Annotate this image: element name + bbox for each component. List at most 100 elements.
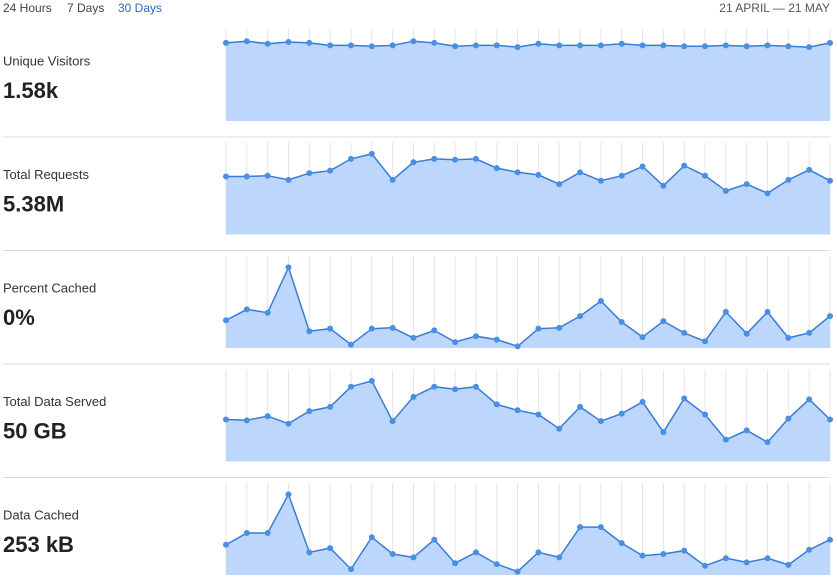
- point: [660, 318, 667, 325]
- point: [452, 339, 459, 346]
- point: [243, 173, 250, 180]
- point: [639, 398, 646, 405]
- point: [264, 413, 271, 420]
- point: [618, 540, 625, 547]
- point: [285, 264, 292, 271]
- point: [639, 163, 646, 170]
- point: [306, 408, 313, 415]
- point: [827, 416, 833, 423]
- point: [660, 551, 667, 557]
- point: [264, 309, 271, 316]
- point: [722, 308, 729, 315]
- point: [452, 560, 459, 567]
- point: [577, 313, 584, 320]
- point: [722, 42, 729, 49]
- point: [660, 182, 667, 189]
- point: [806, 396, 813, 403]
- point: [306, 328, 313, 335]
- point: [389, 324, 396, 331]
- point: [389, 176, 396, 183]
- point: [285, 176, 292, 183]
- point: [702, 338, 709, 345]
- point: [243, 417, 250, 424]
- point: [327, 42, 334, 49]
- point: [597, 42, 604, 49]
- point: [472, 549, 479, 556]
- metric-total: 5.38M: [3, 191, 64, 216]
- point: [660, 429, 667, 436]
- point: [785, 334, 792, 341]
- point: [243, 306, 250, 313]
- point: [410, 159, 417, 166]
- point: [785, 415, 792, 422]
- point: [722, 555, 729, 562]
- point: [493, 42, 500, 49]
- point: [764, 555, 771, 562]
- point: [347, 341, 354, 348]
- point: [743, 427, 750, 434]
- point: [535, 549, 542, 556]
- point: [743, 43, 750, 50]
- point: [681, 395, 688, 402]
- metric-title: Percent Cached: [3, 280, 96, 295]
- point: [577, 524, 584, 531]
- point: [264, 40, 271, 47]
- point: [472, 155, 479, 162]
- line: [225, 380, 831, 444]
- point: [223, 416, 229, 423]
- point: [556, 42, 563, 49]
- point: [368, 534, 375, 541]
- tab[interactable]: 7 Days: [67, 1, 104, 15]
- point: [764, 439, 771, 446]
- point: [702, 172, 709, 179]
- line: [225, 40, 831, 48]
- point: [827, 177, 833, 184]
- point: [306, 170, 313, 177]
- point: [368, 325, 375, 332]
- point: [389, 418, 396, 425]
- metric-total: 1.58k: [3, 78, 59, 103]
- point: [327, 167, 334, 174]
- point: [597, 524, 604, 531]
- point: [597, 177, 604, 184]
- point: [806, 329, 813, 336]
- point: [702, 562, 709, 569]
- point: [514, 568, 521, 575]
- point: [472, 42, 479, 49]
- point: [431, 536, 438, 543]
- point: [347, 566, 354, 573]
- point: [452, 156, 459, 163]
- point: [243, 530, 250, 536]
- tab[interactable]: 30 Days: [118, 1, 162, 15]
- point: [535, 411, 542, 418]
- point: [410, 554, 417, 561]
- point: [431, 39, 438, 46]
- point: [743, 330, 750, 337]
- point: [764, 308, 771, 315]
- point: [556, 181, 563, 188]
- point: [618, 318, 625, 325]
- point: [556, 554, 563, 561]
- point: [347, 383, 354, 390]
- point: [514, 44, 521, 51]
- area: [226, 380, 830, 462]
- date-range: 21 APRIL — 21 MAY: [719, 1, 830, 15]
- point: [556, 425, 563, 432]
- point: [327, 325, 334, 332]
- point: [514, 407, 521, 414]
- point: [618, 410, 625, 417]
- point: [223, 541, 229, 548]
- point: [597, 418, 604, 425]
- point: [722, 187, 729, 194]
- point: [660, 42, 667, 49]
- point: [514, 343, 521, 350]
- tab[interactable]: 24 Hours: [3, 1, 52, 15]
- point: [223, 317, 229, 324]
- metric-total: 0%: [3, 305, 35, 330]
- point: [785, 561, 792, 568]
- point: [681, 547, 688, 554]
- line: [225, 265, 831, 348]
- point: [347, 42, 354, 49]
- point: [639, 42, 646, 49]
- point: [681, 162, 688, 169]
